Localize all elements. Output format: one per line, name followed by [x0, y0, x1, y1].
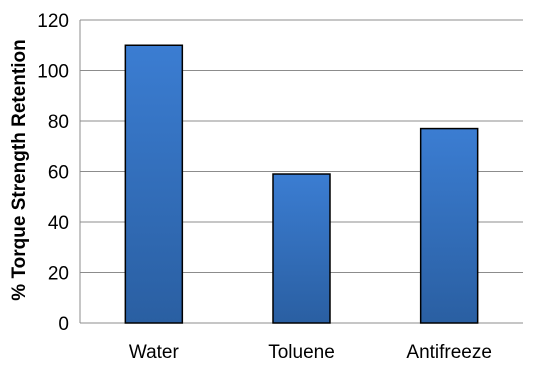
bars	[124, 44, 479, 324]
x-tick-label: Antifreeze	[406, 342, 492, 363]
y-axis-label: % Torque Strength Retention	[9, 39, 30, 300]
bar-toluene	[272, 173, 331, 324]
y-tick-label: 120	[37, 11, 69, 32]
y-tick-label: 60	[48, 163, 69, 184]
y-tick-label: 100	[37, 62, 69, 83]
bar-antifreeze	[419, 127, 479, 324]
y-tick-label: 40	[48, 213, 69, 234]
y-tick-label: 80	[48, 112, 69, 133]
x-tick-label: Water	[129, 342, 180, 363]
y-tick-label: 20	[48, 264, 69, 285]
x-tick-label: Toluene	[268, 342, 335, 363]
y-tick-labels: 0 20 40 60 80 100 120	[37, 11, 69, 335]
x-tick-labels: Water Toluene Antifreeze	[129, 342, 492, 363]
bar-water	[124, 44, 184, 324]
y-tick-label: 0	[58, 314, 69, 335]
